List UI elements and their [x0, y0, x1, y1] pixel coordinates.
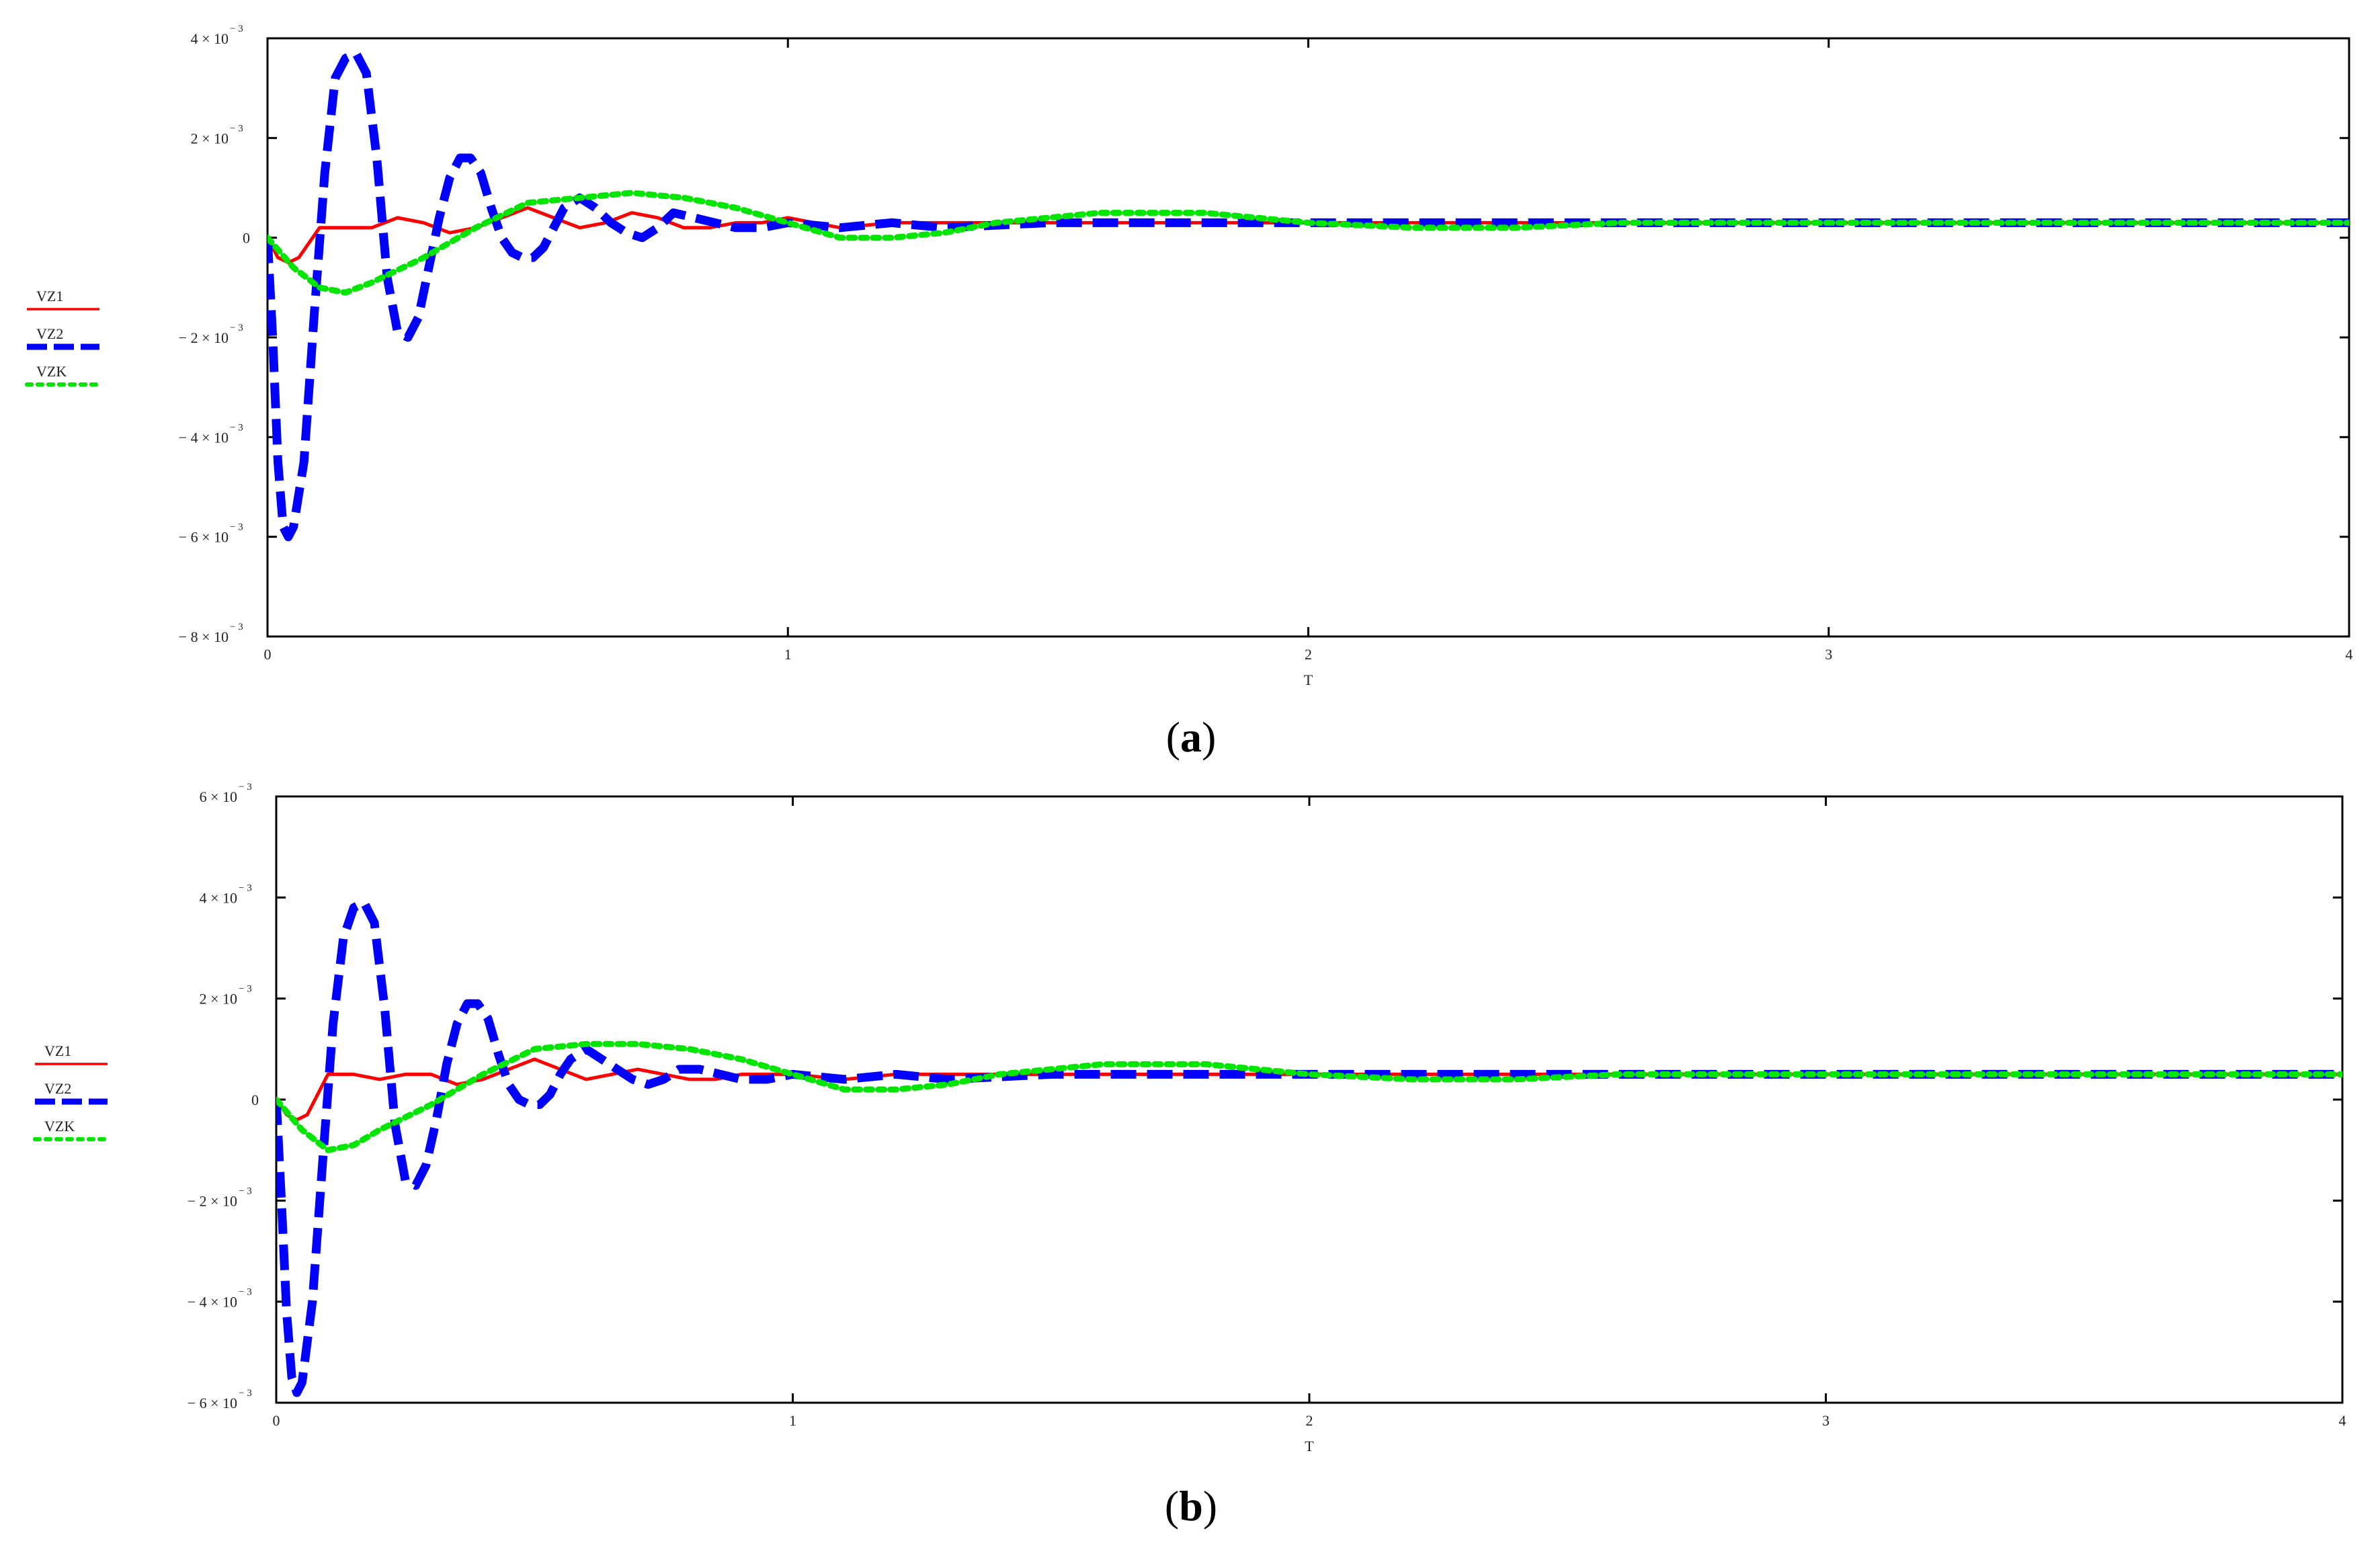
y-tick-label: 4 × 10: [191, 30, 229, 47]
x-tick-label: 4: [2339, 1412, 2346, 1429]
x-tick-label: 0: [273, 1412, 280, 1429]
y-tick-label: 2 × 10: [191, 130, 229, 147]
panel-caption-letter: b: [1179, 1482, 1203, 1530]
x-tick-label: 3: [1822, 1412, 1830, 1429]
panel-caption-letter: a: [1180, 713, 1202, 761]
y-tick-exponent: − 3: [230, 422, 243, 433]
series-group: [268, 48, 2349, 542]
chart-panel-b: 0 1 2 3 4T6 × 10− 34 × 10− 32 × 10− 30− 2 × …: [32, 782, 2346, 1530]
x-tick-label: 2: [1306, 1412, 1313, 1429]
x-tick-label: 4: [2346, 646, 2353, 663]
y-tick-label: − 4 × 10: [179, 429, 229, 446]
x-axis-title: T: [1304, 671, 1313, 688]
y-tick-exponent: − 3: [239, 1388, 252, 1399]
x-tick-label: 3: [1825, 646, 1832, 663]
series-line-vz2: [268, 48, 2349, 542]
legend-label-vz1: VZ1: [44, 1042, 71, 1059]
y-tick-exponent: − 3: [230, 323, 243, 333]
legend-label-vz1: VZ1: [36, 288, 63, 304]
y-tick-exponent: − 3: [239, 782, 252, 792]
x-tick-label: 1: [784, 646, 792, 663]
y-tick-exponent: − 3: [239, 984, 252, 995]
y-tick-label: − 4 × 10: [188, 1294, 237, 1311]
y-tick-exponent: − 3: [230, 522, 243, 533]
y-tick-label: 4 × 10: [200, 889, 237, 906]
y-tick-label: 6 × 10: [200, 788, 237, 805]
y-tick-exponent: − 3: [230, 24, 243, 34]
y-tick-exponent: − 3: [239, 1287, 252, 1298]
y-tick-label: − 6 × 10: [188, 1395, 237, 1411]
y-tick-label: 2 × 10: [200, 991, 237, 1008]
y-tick-label: 0: [251, 1092, 259, 1108]
y-tick-label: − 8 × 10: [179, 628, 229, 645]
y-tick-label: − 6 × 10: [179, 529, 229, 546]
plot-frame: [275, 795, 2344, 1404]
y-tick-exponent: − 3: [239, 1186, 252, 1196]
series-group: [276, 898, 2342, 1397]
legend-label-vz2: VZ2: [44, 1080, 71, 1097]
chart-panel-a: 0 1 2 3 4T4 × 10− 32 × 10− 30− 2 × 10− 3− 4 …: [24, 24, 2353, 761]
y-tick-label: − 2 × 10: [188, 1192, 237, 1209]
x-tick-label: 2: [1305, 646, 1312, 663]
legend-label-vz2: VZ2: [36, 325, 63, 342]
plot-frame: [266, 37, 2350, 638]
y-tick-exponent: − 3: [239, 882, 252, 893]
legend-label-vzk: VZK: [36, 363, 67, 380]
x-tick-label: 1: [789, 1412, 796, 1429]
y-tick-label: − 2 × 10: [179, 329, 229, 346]
x-axis-title: T: [1305, 1438, 1314, 1454]
series-line-vzk: [276, 1040, 2342, 1153]
y-tick-exponent: − 3: [230, 622, 243, 632]
series-line-vz2: [276, 898, 2342, 1397]
panel-caption: (b): [1165, 1482, 1217, 1530]
y-tick-label: 0: [243, 230, 250, 247]
panel-caption: (a): [1166, 713, 1217, 761]
y-tick-exponent: − 3: [230, 123, 243, 134]
legend-label-vzk: VZK: [44, 1118, 75, 1135]
series-line-vzk: [268, 190, 2349, 296]
x-tick-label: 0: [264, 646, 272, 663]
